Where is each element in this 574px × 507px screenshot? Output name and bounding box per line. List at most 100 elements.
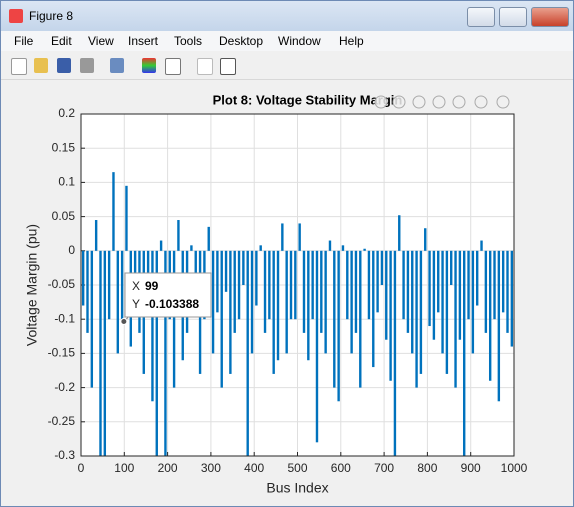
bar <box>294 250 297 320</box>
bar <box>376 250 379 313</box>
bar <box>224 250 228 292</box>
save-icon[interactable] <box>57 58 71 73</box>
bar <box>506 250 509 333</box>
bar <box>311 250 314 320</box>
bar <box>86 250 89 333</box>
bar <box>120 250 124 320</box>
bar <box>233 250 236 333</box>
bar <box>298 223 301 251</box>
bar <box>445 250 449 374</box>
link-icon[interactable] <box>110 58 124 73</box>
bar <box>216 250 219 313</box>
property-icon[interactable] <box>220 58 236 75</box>
bar <box>419 250 423 374</box>
bar <box>497 250 501 402</box>
bar <box>116 250 120 354</box>
app-icon <box>9 9 23 23</box>
x-tick-label: 500 <box>287 461 307 475</box>
axes-toolbar-icon[interactable] <box>496 95 510 109</box>
bar <box>250 250 254 354</box>
minimize-button[interactable] <box>467 7 495 27</box>
maximize-button[interactable] <box>499 7 527 27</box>
y-tick-label: -0.25 <box>48 414 76 428</box>
x-tick-label: 600 <box>331 461 351 475</box>
axes-toolbar-icon[interactable] <box>374 95 388 109</box>
bar <box>94 220 98 251</box>
bar <box>125 185 128 251</box>
bar <box>229 250 232 374</box>
legend-icon[interactable] <box>165 58 181 75</box>
bar <box>437 250 440 313</box>
bar <box>285 250 288 354</box>
menu-item[interactable]: View <box>88 34 114 48</box>
y-axis-label: Voltage Margin (pu) <box>24 224 40 346</box>
bar <box>237 250 241 320</box>
bar <box>454 250 457 388</box>
bar <box>428 250 431 327</box>
colorbar-icon[interactable] <box>142 58 156 73</box>
bar <box>501 250 505 313</box>
bar <box>411 250 414 354</box>
bar <box>320 250 323 333</box>
bar <box>315 250 319 443</box>
bar <box>380 250 384 285</box>
bar <box>372 250 375 368</box>
new-icon[interactable] <box>11 58 27 75</box>
bar <box>276 250 280 361</box>
axes-toolbar-icon[interactable] <box>392 95 406 109</box>
bar <box>333 250 336 388</box>
bar <box>493 250 496 320</box>
bar <box>402 250 405 320</box>
x-tick-label: 200 <box>158 461 178 475</box>
bar <box>328 240 332 251</box>
datatip-marker <box>120 318 128 326</box>
bar <box>255 250 258 306</box>
bar <box>172 250 176 388</box>
menu-item[interactable]: Insert <box>128 34 159 48</box>
bar <box>510 250 514 347</box>
x-tick-label: 900 <box>461 461 481 475</box>
menu-item[interactable]: Edit <box>51 34 72 48</box>
y-tick-label: -0.15 <box>48 346 76 360</box>
menu-item[interactable]: Tools <box>174 34 203 48</box>
datatip-x-label: X <box>132 279 140 293</box>
datatip-y-value: -0.103388 <box>145 297 199 311</box>
bar <box>398 215 401 251</box>
menu-item[interactable]: Help <box>339 34 364 48</box>
y-tick-label: 0.15 <box>52 140 76 154</box>
menu-item[interactable]: Window <box>278 34 321 48</box>
bar <box>81 250 85 306</box>
bar <box>272 250 275 374</box>
axes-toolbar-icon[interactable] <box>452 95 466 109</box>
bar <box>471 250 475 354</box>
menu-item[interactable]: Desktop <box>219 34 264 48</box>
bar <box>450 250 453 285</box>
bar <box>324 250 327 354</box>
bar <box>475 250 479 306</box>
bar <box>263 250 267 333</box>
bar <box>307 250 310 361</box>
menu-item[interactable]: File <box>14 34 34 48</box>
bar <box>393 250 397 456</box>
axes-toolbar-icon[interactable] <box>474 95 488 109</box>
close-button[interactable] <box>531 7 569 27</box>
bar <box>268 250 271 320</box>
open-icon[interactable] <box>34 58 48 73</box>
bar <box>480 240 483 251</box>
bar <box>146 250 150 285</box>
print-icon[interactable] <box>80 58 94 73</box>
bar <box>220 250 223 388</box>
axes-box <box>80 113 515 457</box>
axes-toolbar-icon[interactable] <box>432 95 446 109</box>
bar <box>415 250 418 388</box>
axes-toolbar-icon[interactable] <box>412 95 426 109</box>
x-tick-label: 700 <box>374 461 394 475</box>
x-tick-label: 300 <box>201 461 221 475</box>
bar <box>432 250 436 340</box>
bar <box>155 250 158 456</box>
bar <box>359 250 362 388</box>
pointer-icon[interactable] <box>197 58 213 75</box>
y-tick-label: -0.3 <box>54 448 75 462</box>
x-tick-label: 0 <box>78 461 85 475</box>
